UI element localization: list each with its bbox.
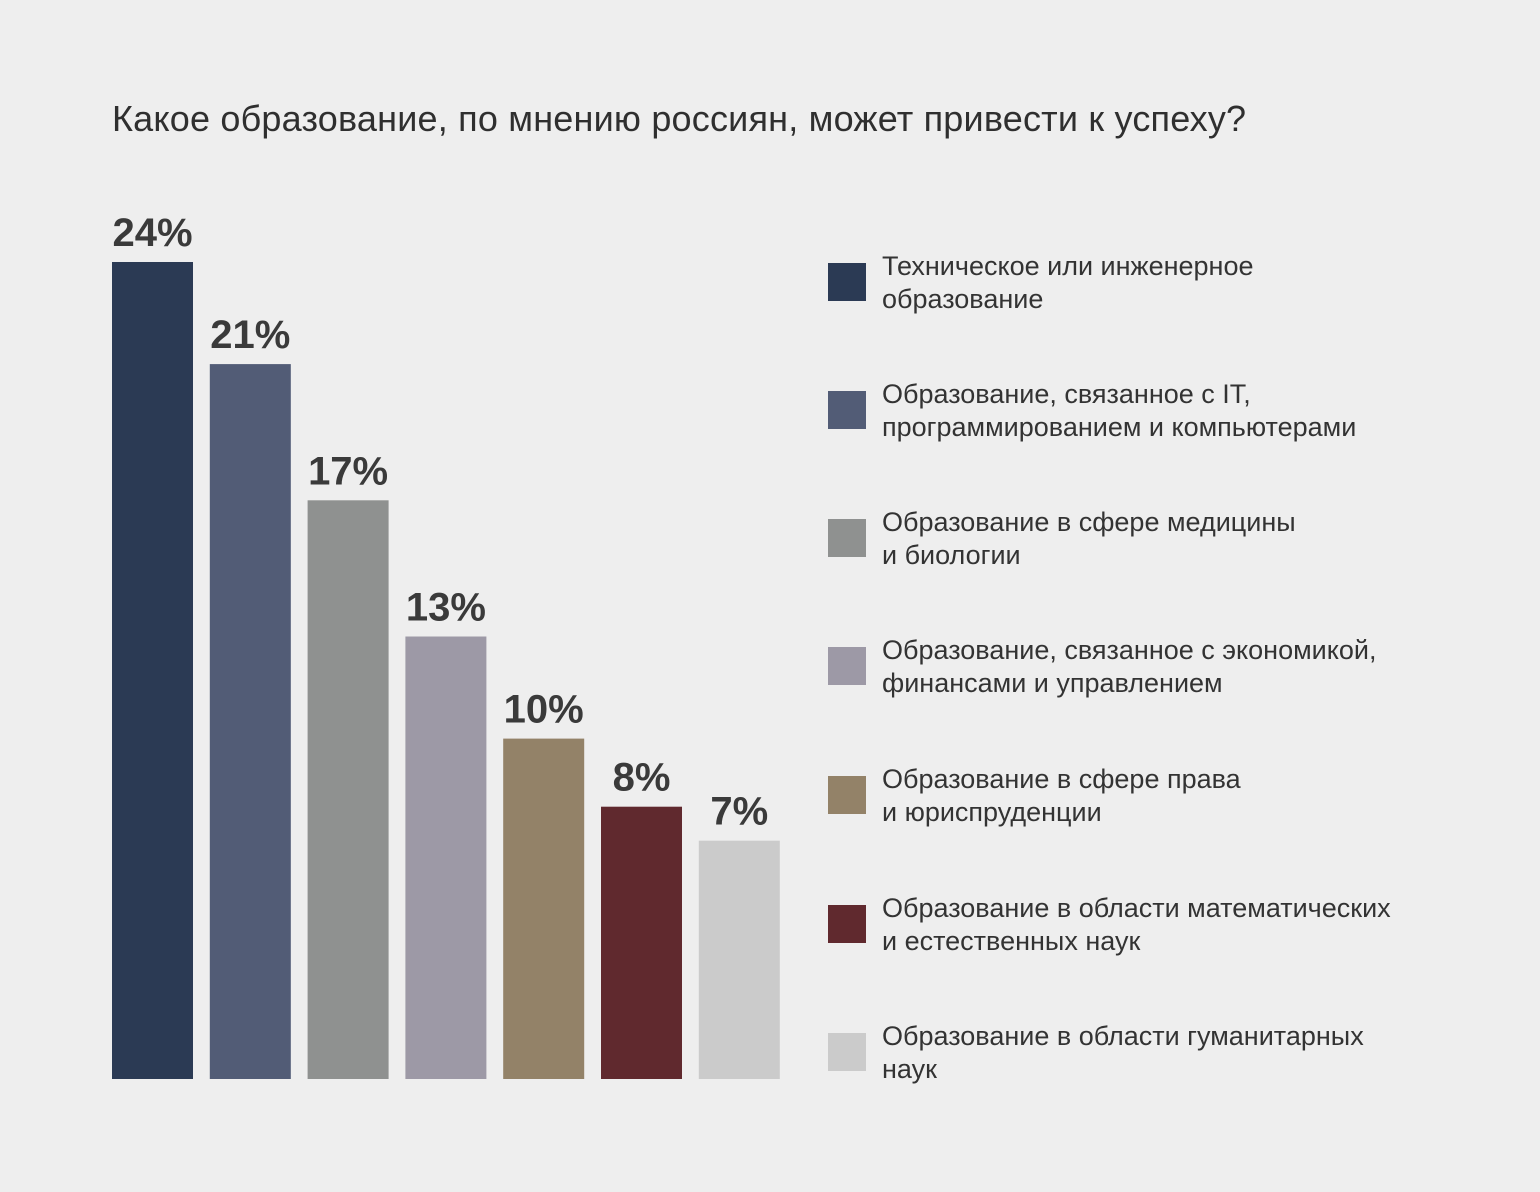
legend-label: Техническое или инженерное образование: [882, 251, 1254, 314]
bar-value-label: 10%: [504, 688, 584, 732]
legend-swatch: [828, 519, 866, 557]
bar-value-label: 7%: [710, 790, 768, 834]
bar: [112, 262, 193, 1079]
legend-label: Образование, связанное с IT, программиро…: [882, 379, 1357, 442]
bar-chart: 24% 21% 17% 13% 10% 8% 7%: [112, 211, 780, 1080]
bar: [405, 636, 487, 1079]
bar-value-label: 13%: [406, 586, 486, 630]
legend-label: Образование в области гуманитарных наук: [882, 1021, 1364, 1084]
legend-label: Образование в сфере права и юриспруденци…: [882, 764, 1241, 827]
bar: [503, 738, 585, 1079]
bar: [698, 840, 780, 1079]
legend-label: Образование, связанное с экономикой, фин…: [882, 635, 1377, 698]
chart-title: Какое образование, по мнению россиян, мо…: [112, 98, 1247, 139]
legend-label: Образование в сфере медицины и биологии: [882, 507, 1296, 570]
legend: Техническое или инженерное образование О…: [828, 0, 1508, 1192]
bar-value-label: 21%: [210, 313, 290, 357]
legend-swatch: [828, 1033, 866, 1071]
legend-swatch: [828, 647, 866, 685]
legend-swatch: [828, 391, 866, 429]
legend-swatch: [828, 776, 866, 814]
bar-value-label: 8%: [613, 756, 671, 800]
bar: [307, 500, 389, 1079]
bar: [601, 806, 682, 1079]
bar-value-label: 24%: [112, 211, 192, 255]
bar-value-label: 17%: [308, 449, 388, 493]
legend-swatch: [828, 263, 866, 301]
legend-label: Образование в области математических и е…: [882, 893, 1391, 956]
bar: [209, 364, 291, 1080]
legend-swatch: [828, 905, 866, 943]
